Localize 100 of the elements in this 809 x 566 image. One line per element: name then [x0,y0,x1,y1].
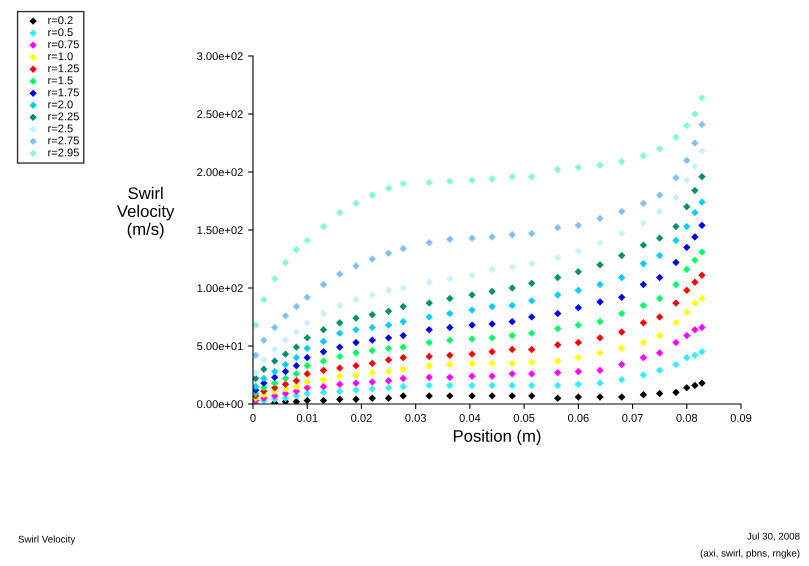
point [691,299,699,307]
point [488,334,496,342]
point [672,360,680,368]
point [528,297,536,304]
point [368,346,376,354]
point [488,360,496,368]
point [260,296,268,304]
x-tick-label: 0.09 [730,414,752,422]
point [352,349,360,357]
point [683,266,690,274]
point [400,392,407,400]
point [468,234,476,242]
point [640,280,648,288]
point [618,294,626,301]
point [691,352,699,359]
point [320,348,328,356]
point [304,294,311,301]
y-tick-label: 1.50e+02 [197,226,243,234]
point [488,392,496,400]
point [554,341,562,349]
legend-label: r=2.0 [48,100,73,108]
point [253,374,260,382]
point [672,134,680,141]
point [618,328,626,336]
point [384,321,392,329]
point [320,382,328,390]
point [683,156,690,164]
x-tick-label: 0.03 [405,414,426,422]
y-tick-label: 2.50e+02 [197,110,243,118]
point [691,162,699,170]
point [468,306,476,314]
point [352,362,360,370]
point [384,184,392,192]
point [618,360,626,368]
point [468,272,476,279]
y-tick-label: 5.00e+01 [197,342,243,350]
y-axis-title: Swirl Velocity (m/s) [116,186,174,238]
point [508,263,516,271]
point [488,348,496,356]
point [336,302,344,310]
point [400,343,407,351]
point [656,274,664,282]
point [691,326,699,334]
point [596,349,604,357]
text: Swirl Velocity [18,535,76,545]
point [528,382,536,390]
point [468,291,476,299]
point [698,379,706,387]
point [596,298,604,306]
legend-label: r=2.5 [48,124,73,132]
point [304,396,311,404]
point [368,378,376,386]
point [426,278,433,286]
point [384,356,392,364]
point [292,370,300,378]
point [508,370,516,378]
point [656,208,664,216]
point [292,382,300,390]
point [426,374,433,381]
point [468,382,476,390]
point [292,343,300,351]
point [468,360,476,368]
point [426,392,433,400]
point [320,280,328,288]
point [282,312,290,320]
point [528,280,536,288]
legend-label: r=0.5 [48,28,73,36]
point [698,198,706,206]
point [528,230,536,238]
point [691,278,699,286]
point [336,330,344,337]
point [488,382,496,390]
point [488,233,496,241]
legend-label: r=1.25 [48,64,79,72]
point [656,192,664,199]
point [596,261,604,268]
point [368,336,376,344]
point [640,371,648,379]
point [336,319,344,326]
point [554,254,562,262]
point [640,302,648,310]
point [384,308,392,315]
point [368,192,376,199]
point [508,346,516,354]
point [292,302,300,310]
point [640,338,648,346]
point [508,302,516,310]
x-tick-label: 0.04 [460,414,480,422]
point [683,122,690,130]
point [488,175,496,183]
point [508,230,516,238]
point [683,384,690,392]
point [352,371,360,379]
point [368,360,376,368]
point [596,393,604,401]
point [698,248,706,256]
point [446,236,454,243]
point [320,357,328,365]
legend-label: r=1.0 [48,52,73,60]
point [304,344,311,352]
